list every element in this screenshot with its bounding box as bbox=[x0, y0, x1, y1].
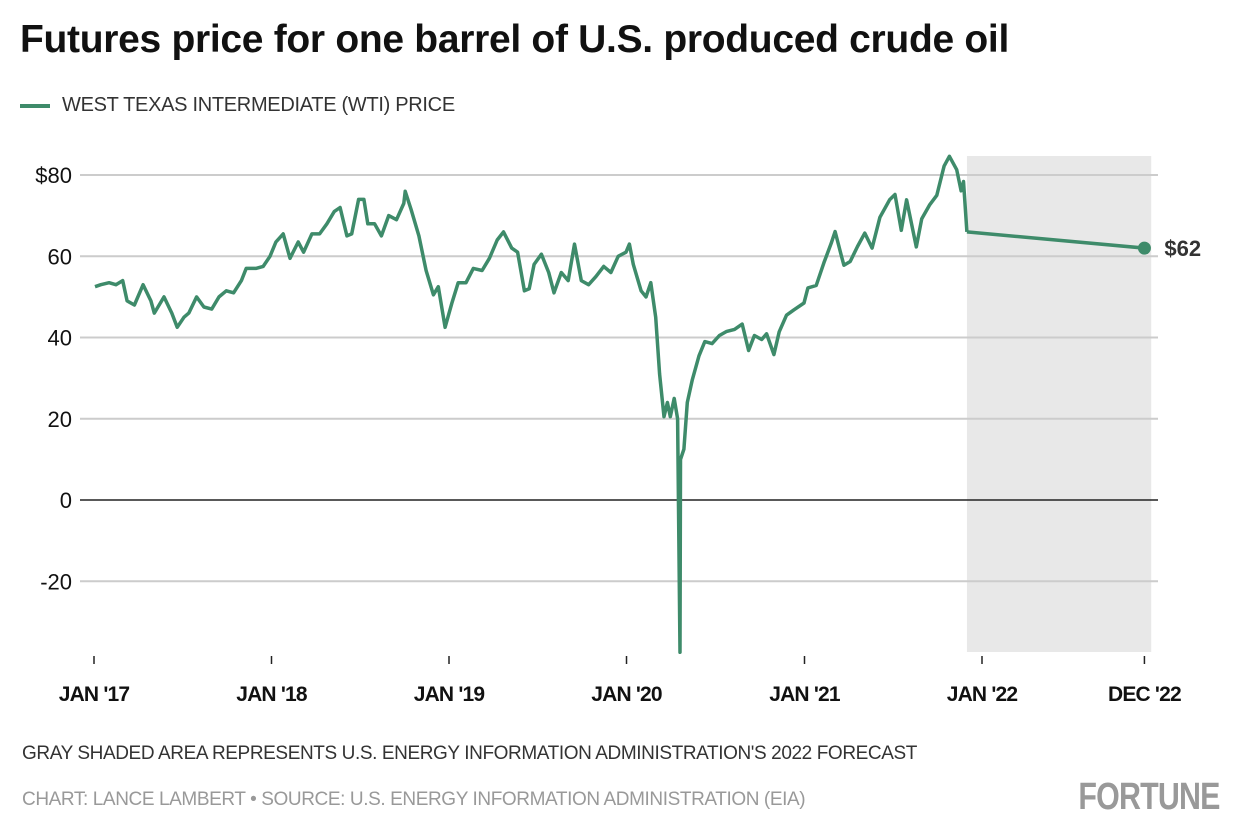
footnote: GRAY SHADED AREA REPRESENTS U.S. ENERGY … bbox=[22, 743, 917, 764]
forecast-shaded-area bbox=[966, 156, 1152, 652]
y-tick-label: -20 bbox=[40, 569, 72, 594]
chart-plot: $80 60 40 20 0 -20 JAN '17 JAN '18 JAN '19 JAN '2… bbox=[35, 154, 1201, 706]
x-tick-label: JAN '19 bbox=[414, 683, 485, 706]
forecast-end-point bbox=[1137, 241, 1151, 255]
legend-label: WEST TEXAS INTERMEDIATE (WTI) PRICE bbox=[62, 94, 455, 116]
x-tick-label: DEC '22 bbox=[1108, 683, 1181, 706]
x-tick-label: JAN '20 bbox=[591, 683, 662, 706]
x-tick-label: JAN '17 bbox=[59, 683, 130, 706]
fortune-logo: FORTUNE bbox=[1078, 776, 1221, 818]
x-tick-label: JAN '22 bbox=[947, 683, 1018, 706]
chart-title: Futures price for one barrel of U.S. pro… bbox=[20, 18, 1009, 61]
forecast-end-label: $62 bbox=[1164, 236, 1201, 261]
credit-line: CHART: LANCE LAMBERT • SOURCE: U.S. ENER… bbox=[22, 789, 806, 810]
forecast-line bbox=[966, 230, 1145, 250]
x-tick-label: JAN '21 bbox=[769, 683, 841, 706]
legend-swatch bbox=[20, 103, 50, 108]
y-tick-label: 20 bbox=[48, 407, 72, 432]
y-tick-label: 40 bbox=[48, 326, 72, 351]
y-tick-label: $80 bbox=[35, 163, 72, 188]
wti-price-line bbox=[94, 154, 969, 655]
legend: WEST TEXAS INTERMEDIATE (WTI) PRICE bbox=[20, 94, 455, 117]
x-tick-label: JAN '18 bbox=[236, 683, 308, 706]
y-tick-label: 0 bbox=[60, 488, 72, 513]
y-tick-label: 60 bbox=[48, 244, 72, 269]
